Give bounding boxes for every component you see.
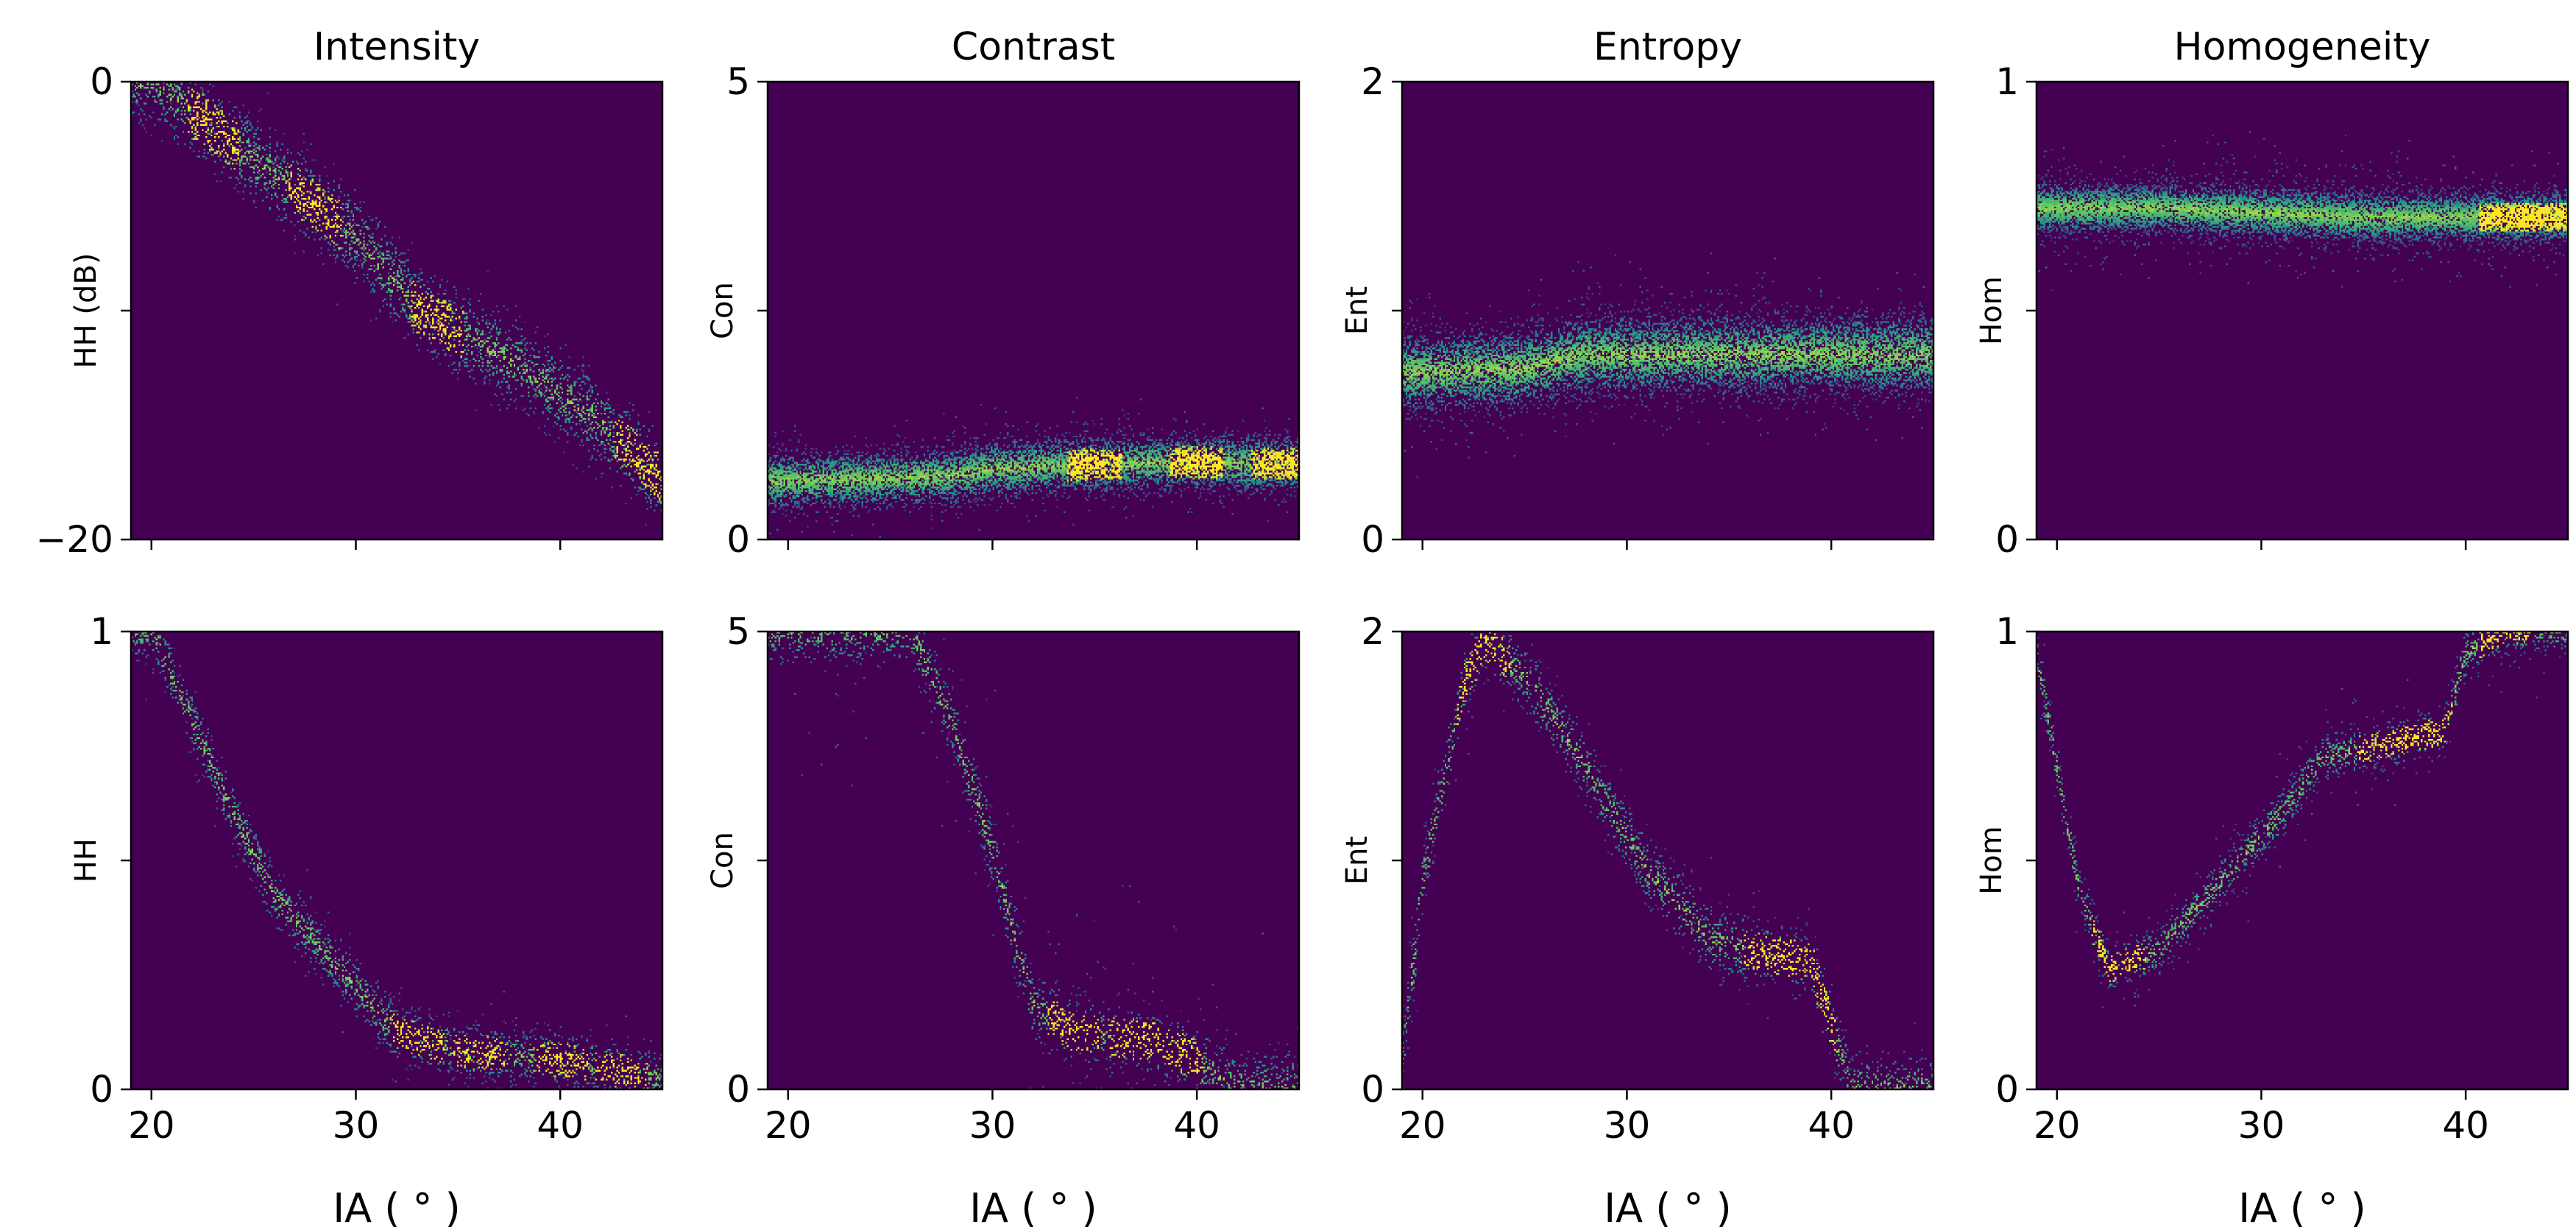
y-tick-label: 5 [726,610,750,653]
panel-bottom-contrast: 0 5 20 30 40 Con IA ( ° ) [706,610,1301,1227]
x-tick-label: 40 [537,1104,584,1147]
x-tick-label: 20 [128,1104,175,1147]
x-axis-label: IA ( ° ) [1604,1185,1732,1227]
y-tick-label: 1 [1995,60,2019,103]
y-tick-label: 5 [726,60,750,103]
x-tick-label: 40 [1808,1104,1855,1147]
panel-top-intensity: −20 0 HH (dB) Intensity [35,25,664,561]
panel-title: Entropy [1593,25,1742,69]
y-axis-label: HH [69,838,103,883]
panel-title: Intensity [314,25,480,69]
density-heatmap [2037,82,2568,540]
y-tick-label: 2 [1361,610,1384,653]
y-axis-label: Hom [1975,826,2009,895]
density-heatmap [131,632,662,1089]
density-heatmap [2037,632,2568,1089]
x-axis-label: IA ( ° ) [333,1185,461,1227]
panel-top-homogeneity: 0 1 Hom Homogeneity [1975,25,2569,561]
y-tick-label: 0 [1995,518,2019,561]
x-tick-label: 40 [1173,1104,1220,1147]
x-tick-label: 40 [2442,1104,2489,1147]
panel-title: Homogeneity [2174,25,2431,69]
x-tick-label: 20 [2034,1104,2081,1147]
panel-title: Contrast [952,25,1115,69]
density-heatmap [768,632,1299,1089]
y-axis-label: Con [706,282,740,339]
panel-bottom-intensity: 0 1 20 30 40 HH IA ( ° ) [69,610,664,1227]
y-tick-label: 2 [1361,60,1384,103]
y-tick-label: 0 [1361,1068,1384,1111]
y-tick-label: 0 [90,1068,113,1111]
x-axis-label: IA ( ° ) [969,1185,1097,1227]
y-tick-label: 0 [1995,1068,2019,1111]
x-tick-label: 30 [333,1104,380,1147]
panel-top-contrast: 0 5 Con Contrast [706,25,1301,561]
x-tick-label: 30 [969,1104,1016,1147]
y-axis-label: Hom [1975,276,2009,345]
y-tick-label: 0 [1361,518,1384,561]
x-tick-label: 30 [2238,1104,2285,1147]
x-tick-label: 30 [1604,1104,1651,1147]
panel-top-entropy: 0 2 Ent Entropy [1340,25,1935,561]
density-heatmap [1402,632,1933,1089]
y-axis-label: Ent [1340,286,1374,335]
density-heatmap [1402,82,1933,540]
x-tick-label: 20 [1399,1104,1446,1147]
y-tick-label: 1 [90,610,113,653]
y-tick-label: 0 [726,1068,750,1111]
x-tick-label: 20 [765,1104,812,1147]
y-axis-label: Con [706,832,740,889]
panel-bottom-homogeneity: 0 1 20 30 40 Hom IA ( ° ) [1975,610,2569,1227]
y-axis-label: Ent [1340,836,1374,885]
x-axis-label: IA ( ° ) [2238,1185,2366,1227]
y-axis-label: HH (dB) [69,253,103,369]
y-tick-label: 0 [726,518,750,561]
y-tick-label: 0 [90,60,113,103]
y-tick-label: −20 [35,518,113,561]
panel-bottom-entropy: 0 2 20 30 40 Ent IA ( ° ) [1340,610,1935,1227]
density-heatmap [131,82,662,540]
density-heatmap [768,82,1299,540]
panels: −20 0 HH (dB) Intensity 0 5 Con Contrast 0 2 Ent En… [35,25,2569,1227]
y-tick-label: 1 [1995,610,2019,653]
